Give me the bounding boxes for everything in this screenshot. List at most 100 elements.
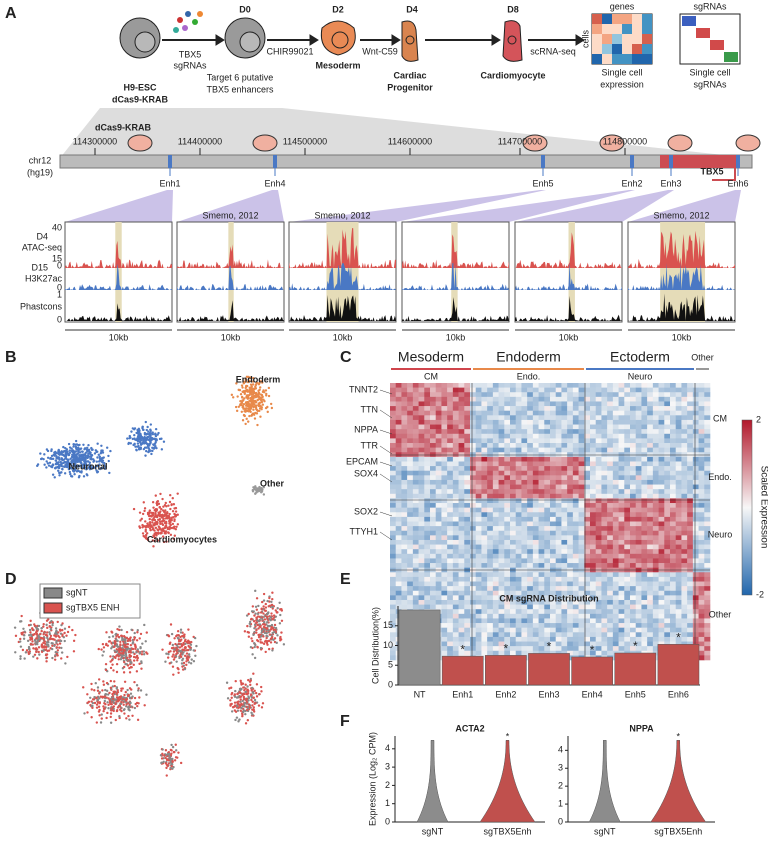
cell-point xyxy=(57,639,59,641)
heat-cell xyxy=(556,545,562,550)
umap-guides xyxy=(14,584,285,777)
heat-cell xyxy=(636,498,642,503)
heat-cell xyxy=(470,438,476,443)
heat-cell xyxy=(453,503,459,508)
heat-cell xyxy=(636,475,642,480)
heat-cell xyxy=(419,531,425,536)
heat-cell xyxy=(453,494,459,499)
heat-cell xyxy=(453,545,459,550)
heat-cell xyxy=(687,526,693,531)
heat-cell xyxy=(573,401,579,406)
cell-point xyxy=(176,651,178,653)
heat-cell xyxy=(390,397,396,402)
heat-cell xyxy=(407,392,413,397)
heat-cell xyxy=(504,438,510,443)
cell-point xyxy=(107,704,109,706)
heat-cell xyxy=(636,466,642,471)
cell-point xyxy=(135,432,137,434)
heat-cell xyxy=(619,485,625,490)
heat-cell xyxy=(687,434,693,439)
heat-cell xyxy=(579,540,585,545)
cell-point xyxy=(281,609,283,611)
heat-cell xyxy=(550,494,556,499)
cell-point xyxy=(60,640,62,642)
heat-cell xyxy=(487,512,493,517)
heat-cell xyxy=(504,480,510,485)
heat-cell xyxy=(430,563,436,568)
heat-cell xyxy=(464,558,470,563)
heat-cell xyxy=(607,401,613,406)
cell-point xyxy=(32,643,34,645)
cell-point xyxy=(115,638,117,640)
cell-point xyxy=(153,447,155,449)
cell-point xyxy=(139,646,141,648)
enhancer-mark xyxy=(273,155,277,168)
cell-point xyxy=(31,640,33,642)
heat-cell xyxy=(430,554,436,559)
heat-cell xyxy=(493,425,499,430)
heat-cell xyxy=(550,406,556,411)
cell-point xyxy=(278,602,280,604)
heat-cell xyxy=(481,526,487,531)
heat-cell xyxy=(424,540,430,545)
heat-cell xyxy=(481,415,487,420)
heat-cell xyxy=(441,475,447,480)
heat-cell xyxy=(596,498,602,503)
cell-point xyxy=(248,400,250,402)
heat-cell xyxy=(396,512,402,517)
heat-cell xyxy=(464,420,470,425)
heat-cell xyxy=(539,563,545,568)
heat-cell xyxy=(647,429,653,434)
heat-cell xyxy=(596,549,602,554)
heat-cell xyxy=(704,406,710,411)
heat-cell xyxy=(413,457,419,462)
heat-cell xyxy=(401,471,407,476)
cell-point xyxy=(240,698,242,700)
cell-point xyxy=(144,441,146,443)
heat-cell xyxy=(424,558,430,563)
cell-point xyxy=(36,630,38,632)
cell-point xyxy=(116,628,118,630)
heat-cell xyxy=(510,397,516,402)
heat-cell xyxy=(567,540,573,545)
heat-cell xyxy=(573,383,579,388)
heat-cell xyxy=(596,429,602,434)
heat-cell xyxy=(396,563,402,568)
heat-cell xyxy=(539,457,545,462)
heat-cell xyxy=(436,540,442,545)
heat-cell xyxy=(641,494,647,499)
heat-cell xyxy=(527,554,533,559)
heat-cell xyxy=(510,545,516,550)
cell-point xyxy=(45,624,47,626)
heat-cell xyxy=(590,448,596,453)
heat-cell xyxy=(516,522,522,527)
cell-point xyxy=(100,445,102,447)
heat-cell xyxy=(487,438,493,443)
cell-point xyxy=(159,510,161,512)
cell-point xyxy=(37,463,39,465)
heat-cell xyxy=(504,415,510,420)
heat-cell xyxy=(670,563,676,568)
heat-cell xyxy=(653,415,659,420)
heat-cell xyxy=(499,425,505,430)
heat-cell xyxy=(641,485,647,490)
heat-cell xyxy=(430,457,436,462)
heat-cell xyxy=(413,545,419,550)
matrix-cell xyxy=(622,14,632,24)
heat-cell xyxy=(436,471,442,476)
heat-cell xyxy=(681,401,687,406)
cell-point xyxy=(35,626,37,628)
heat-cell xyxy=(567,434,573,439)
heat-cell xyxy=(441,392,447,397)
heat-cell xyxy=(481,448,487,453)
heat-cell xyxy=(464,425,470,430)
heat-cell xyxy=(396,549,402,554)
heat-cell xyxy=(401,522,407,527)
cell-point xyxy=(161,520,163,522)
cell-point xyxy=(236,716,238,718)
heat-cell xyxy=(516,526,522,531)
cell-point xyxy=(54,476,56,478)
heat-cell xyxy=(687,443,693,448)
heat-cell xyxy=(699,540,705,545)
heat-cell xyxy=(533,517,539,522)
